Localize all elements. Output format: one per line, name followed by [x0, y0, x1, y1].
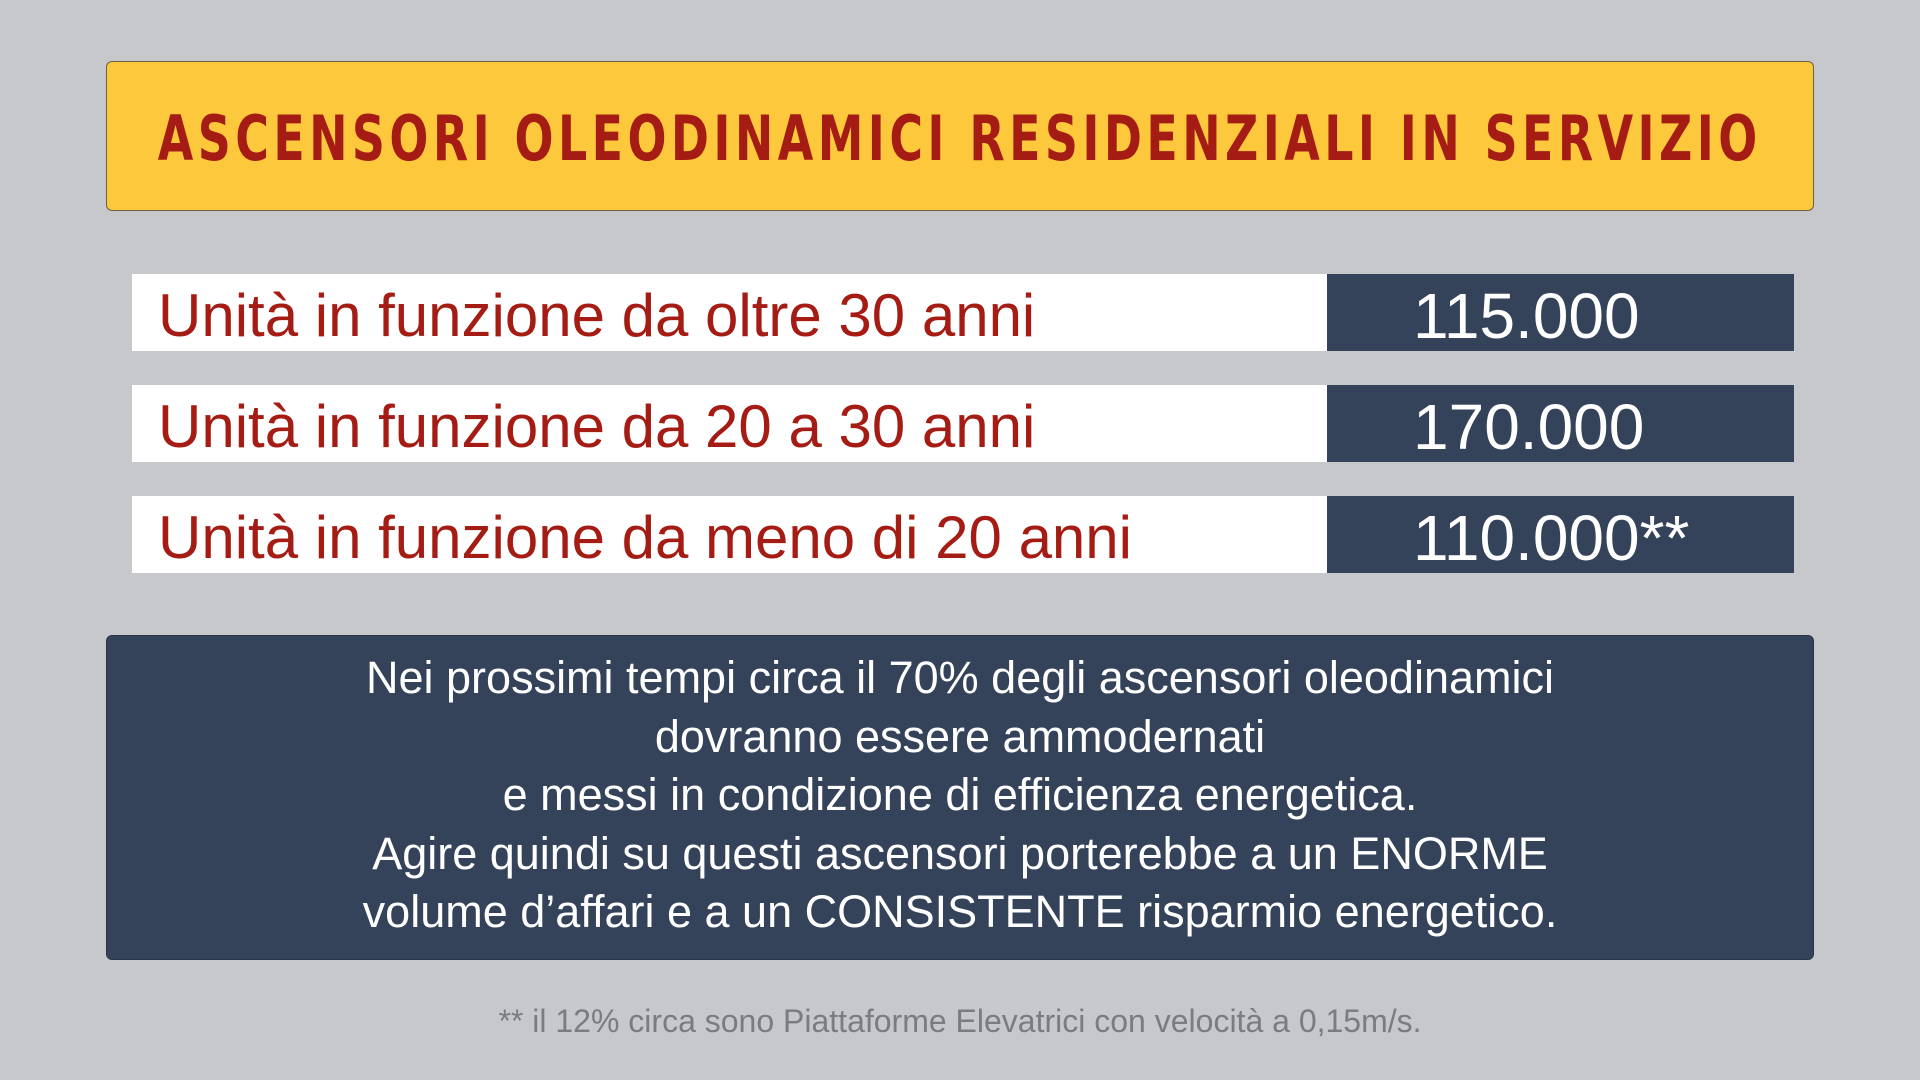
stat-value: 110.000** [1413, 501, 1690, 574]
title-banner: ASCENSORI OLEODINAMICI RESIDENZIALI IN S… [106, 61, 1814, 211]
footnote: ** il 12% circa sono Piattaforme Elevatr… [498, 1003, 1422, 1039]
stat-row-under-20-years: Unità in funzione da meno di 20 anni 110… [132, 496, 1794, 573]
stat-value-box: 115.000 [1327, 274, 1794, 351]
stat-value: 115.000 [1413, 279, 1640, 352]
stat-value-box: 170.000 [1327, 385, 1794, 462]
note-line: volume d’affari e a un CONSISTENTE rispa… [362, 886, 1558, 938]
page-title: ASCENSORI OLEODINAMICI RESIDENZIALI IN S… [158, 101, 1762, 175]
stat-label-box: Unità in funzione da oltre 30 anni [132, 274, 1327, 351]
stat-value: 170.000 [1413, 390, 1645, 463]
stat-value-box: 110.000** [1327, 496, 1794, 573]
stat-label: Unità in funzione da 20 a 30 anni [158, 392, 1036, 460]
stat-row-over-30-years: Unità in funzione da oltre 30 anni 115.0… [132, 274, 1794, 351]
stat-label: Unità in funzione da meno di 20 anni [158, 503, 1133, 571]
note-line: dovranno essere ammodernati [654, 710, 1266, 762]
stat-label-box: Unità in funzione da 20 a 30 anni [132, 385, 1327, 462]
stat-row-20-to-30-years: Unità in funzione da 20 a 30 anni 170.00… [132, 385, 1794, 462]
note-line: Agire quindi su questi ascensori portere… [372, 827, 1548, 879]
note-line: e messi in condizione di efficienza ener… [502, 769, 1418, 821]
stat-label: Unità in funzione da oltre 30 anni [158, 281, 1036, 349]
stat-label-box: Unità in funzione da meno di 20 anni [132, 496, 1327, 573]
note-line: Nei prossimi tempi circa il 70% degli as… [366, 652, 1554, 704]
note-box: Nei prossimi tempi circa il 70% degli as… [106, 635, 1814, 960]
